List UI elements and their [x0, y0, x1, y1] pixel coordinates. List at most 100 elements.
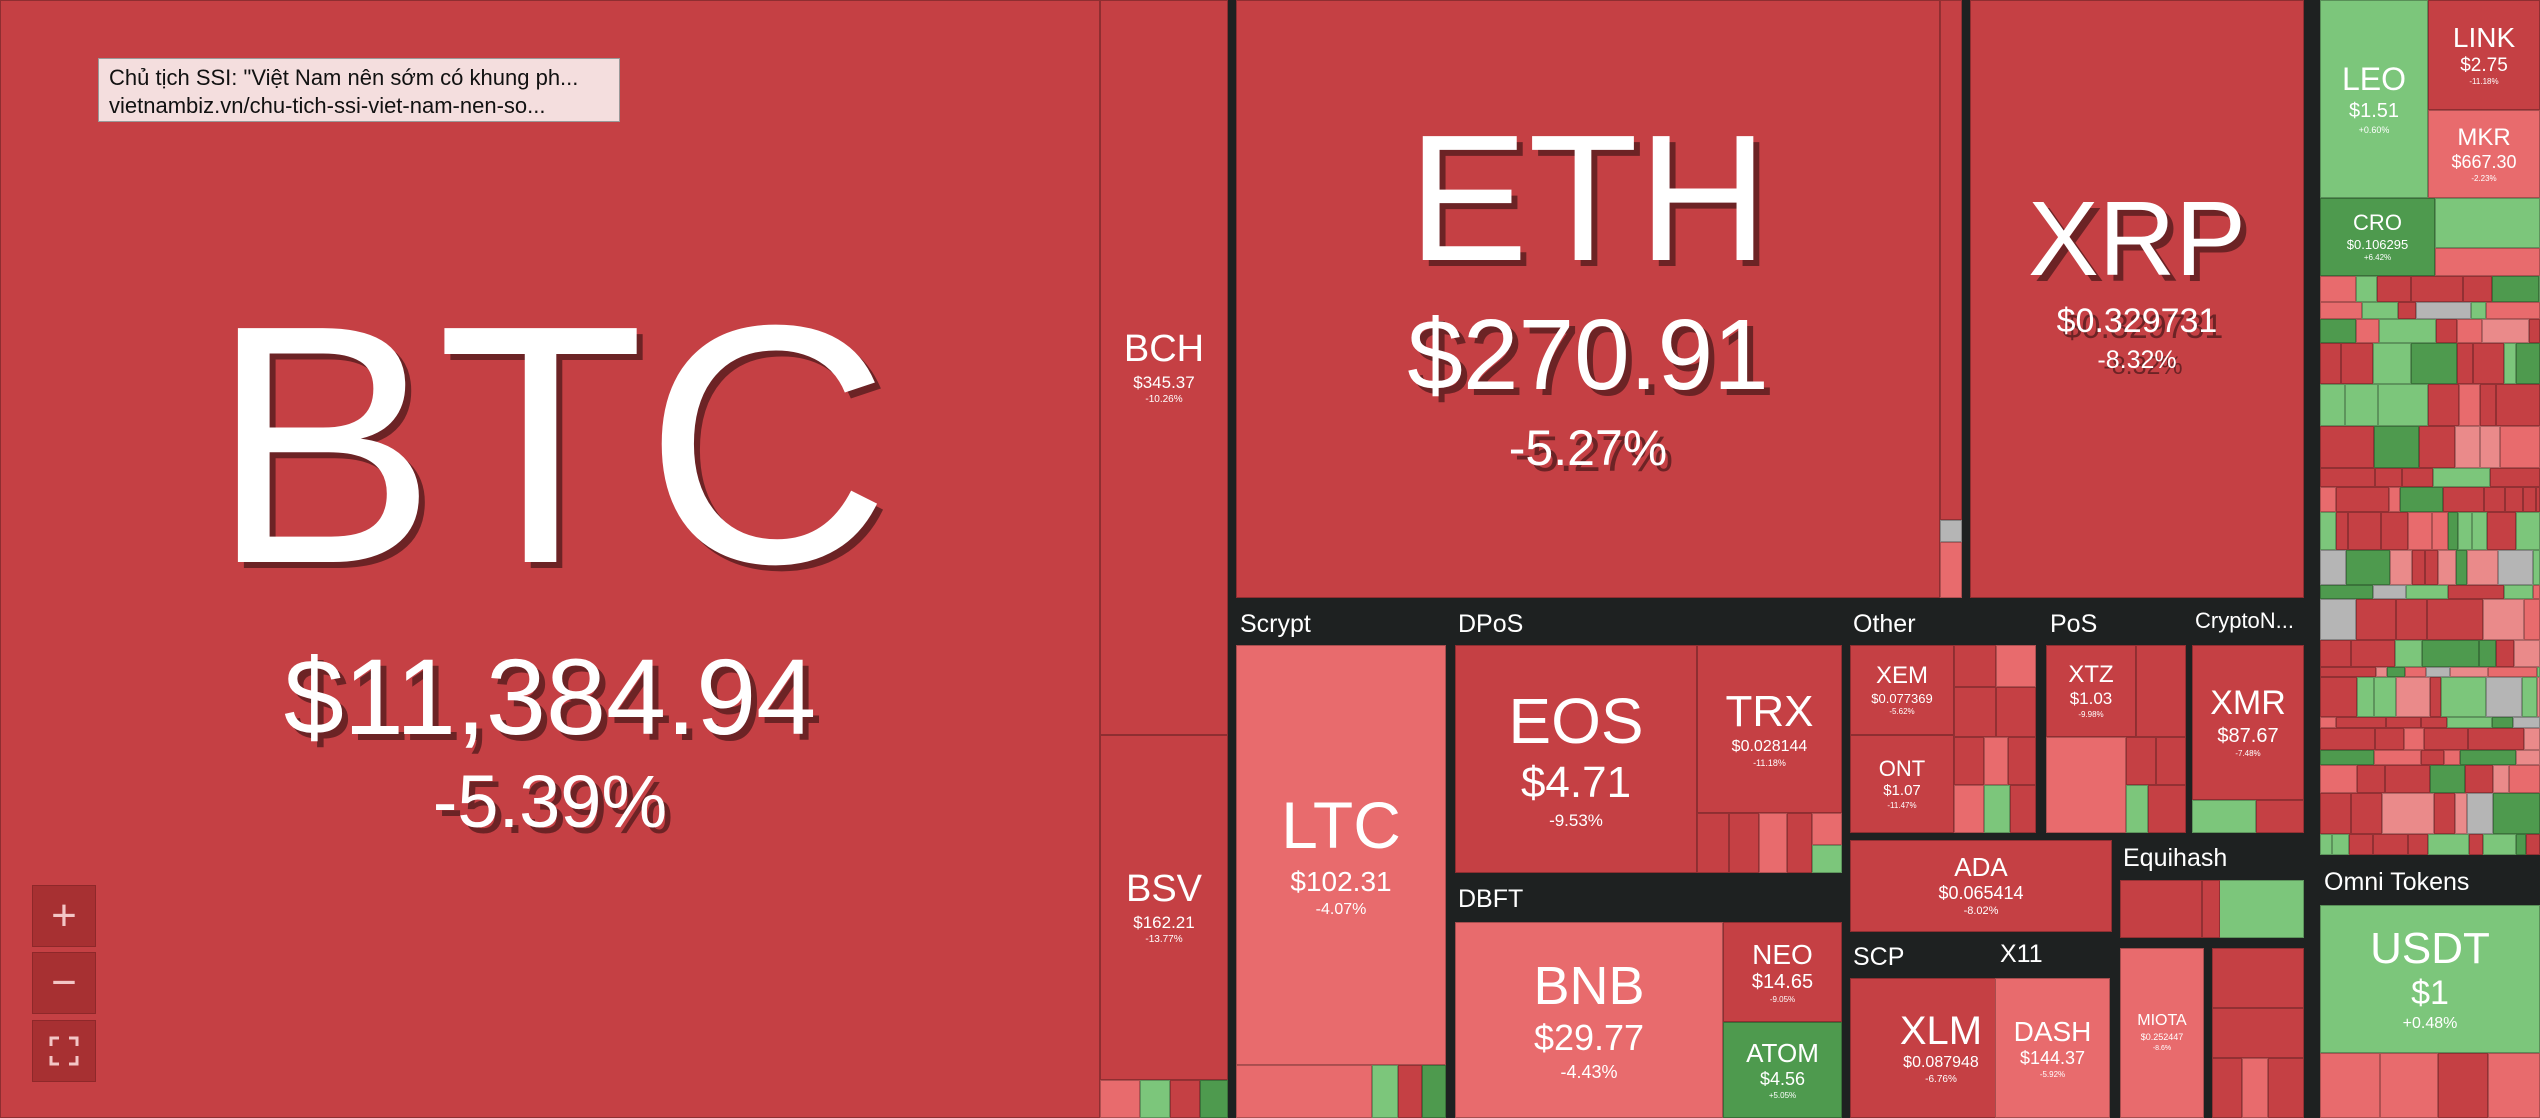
tile-cro[interactable]: CRO $0.106295 +6.42% — [2320, 198, 2435, 276]
small-coin-tile[interactable] — [2416, 302, 2471, 319]
small-coin-tile[interactable] — [2336, 487, 2389, 512]
tile-trx[interactable]: TRX $0.028144 -11.18% — [1697, 645, 1842, 813]
small-coin-tile[interactable] — [2400, 487, 2443, 512]
small-coin-tile[interactable] — [1954, 645, 1996, 687]
small-coin-tile[interactable] — [2513, 717, 2540, 728]
small-coin-tile[interactable] — [2320, 599, 2356, 640]
small-coin-tile[interactable] — [1236, 1065, 1372, 1118]
small-coin-tile[interactable] — [2488, 667, 2537, 677]
small-coin-tile[interactable] — [2422, 640, 2479, 667]
tile-eth[interactable]: ETH $270.91 -5.27% — [1236, 0, 1940, 598]
small-coin-tile[interactable] — [2411, 343, 2457, 384]
small-coin-tile[interactable] — [2212, 948, 2304, 1008]
small-coin-tile[interactable] — [2379, 319, 2436, 343]
small-coin-tile[interactable] — [2320, 793, 2351, 834]
small-coin-tile[interactable] — [2349, 834, 2373, 855]
small-coin-tile[interactable] — [2320, 302, 2362, 319]
small-coin-tile[interactable] — [1984, 785, 2010, 833]
small-coin-tile[interactable] — [2320, 276, 2356, 302]
small-coin-tile[interactable] — [2514, 640, 2540, 667]
small-coin-tile[interactable] — [2406, 585, 2448, 599]
small-coin-tile[interactable] — [2348, 512, 2381, 550]
small-coin-tile[interactable] — [2493, 765, 2509, 793]
small-coin-tile[interactable] — [2448, 585, 2504, 599]
small-coin-tile[interactable] — [2455, 426, 2480, 468]
small-coin-tile[interactable] — [2356, 276, 2377, 302]
small-coin-tile[interactable] — [2212, 1008, 2304, 1058]
small-coin-tile[interactable] — [2428, 384, 2459, 426]
small-coin-tile[interactable] — [2373, 585, 2406, 599]
small-coin-tile[interactable] — [2444, 750, 2460, 765]
small-coin-tile[interactable] — [1954, 785, 1984, 833]
small-coin-tile[interactable] — [2375, 468, 2402, 487]
small-coin-tile[interactable] — [2526, 834, 2540, 855]
small-coin-tile[interactable] — [2320, 384, 2345, 426]
small-coin-tile[interactable] — [2404, 728, 2424, 750]
small-coin-tile[interactable] — [2192, 800, 2256, 833]
tile-ltc[interactable]: LTC $102.31 -4.07% — [1236, 645, 1446, 1065]
small-coin-tile[interactable] — [2516, 512, 2540, 550]
small-coin-tile[interactable] — [2341, 343, 2373, 384]
small-coin-tile[interactable] — [2373, 343, 2411, 384]
small-coin-tile[interactable] — [2202, 880, 2220, 938]
small-coin-tile[interactable] — [2374, 750, 2421, 765]
small-coin-tile[interactable] — [2126, 785, 2148, 833]
small-coin-tile[interactable] — [2460, 750, 2516, 765]
small-coin-tile[interactable] — [2320, 765, 2357, 793]
small-coin-tile[interactable] — [2457, 343, 2473, 384]
small-coin-tile[interactable] — [2136, 645, 2186, 737]
small-coin-tile[interactable] — [2468, 728, 2524, 750]
small-coin-tile[interactable] — [2395, 640, 2422, 667]
small-coin-tile[interactable] — [2320, 728, 2375, 750]
small-coin-tile[interactable] — [2498, 550, 2533, 585]
small-coin-tile[interactable] — [2320, 677, 2357, 717]
tile-usdt[interactable]: USDT $1 +0.48% — [2320, 905, 2540, 1053]
tile-mkr[interactable]: MKR $667.30 -2.23% — [2428, 110, 2540, 198]
small-coin-tile[interactable] — [1787, 813, 1812, 873]
small-coin-tile[interactable] — [2351, 793, 2382, 834]
small-coin-tile[interactable] — [2320, 750, 2374, 765]
small-coin-tile[interactable] — [1100, 1080, 1140, 1118]
tile-xmr[interactable]: XMR $87.67 -7.48% — [2192, 645, 2304, 800]
small-coin-tile[interactable] — [2336, 512, 2348, 550]
small-coin-tile[interactable] — [2516, 343, 2540, 384]
small-coin-tile[interactable] — [2516, 834, 2526, 855]
tile-bch[interactable]: BCH $345.37 -10.26% — [1100, 0, 1228, 735]
small-coin-tile[interactable] — [2432, 512, 2448, 550]
tile-link[interactable]: LINK $2.75 -11.18% — [2428, 0, 2540, 110]
small-coin-tile[interactable] — [2533, 550, 2540, 585]
small-coin-tile[interactable] — [2467, 793, 2493, 834]
small-coin-tile[interactable] — [2320, 319, 2356, 343]
small-coin-tile[interactable] — [1996, 687, 2036, 737]
small-coin-tile[interactable] — [2480, 384, 2496, 426]
small-coin-tile[interactable] — [2320, 512, 2336, 550]
small-coin-tile[interactable] — [2356, 599, 2396, 640]
small-coin-tile[interactable] — [2524, 599, 2540, 640]
small-coin-tile[interactable] — [1954, 687, 1996, 737]
tile-dash[interactable]: DASH $144.37 -5.92% — [1995, 978, 2110, 1118]
small-coin-tile[interactable] — [2320, 717, 2336, 728]
small-coin-tile[interactable] — [2390, 550, 2412, 585]
tile-leo[interactable]: LEO $1.51 +0.60% — [2320, 0, 2428, 198]
small-coin-tile[interactable] — [2320, 468, 2375, 487]
small-coin-tile[interactable] — [2469, 834, 2483, 855]
small-coin-tile[interactable] — [2504, 343, 2516, 384]
small-coin-tile[interactable] — [2320, 834, 2332, 855]
tile-xrp[interactable]: XRP $0.329731 -8.32% — [1970, 0, 2304, 598]
small-coin-tile[interactable] — [2320, 640, 2351, 667]
small-coin-tile[interactable] — [2376, 667, 2387, 677]
small-coin-tile[interactable] — [2382, 793, 2434, 834]
small-coin-tile[interactable] — [2320, 550, 2346, 585]
small-coin-tile[interactable] — [2126, 737, 2156, 785]
small-coin-tile[interactable] — [1940, 0, 1962, 520]
small-coin-tile[interactable] — [2377, 276, 2411, 302]
small-coin-tile[interactable] — [2456, 550, 2467, 585]
small-coin-tile[interactable] — [2408, 512, 2432, 550]
small-coin-tile[interactable] — [2492, 717, 2513, 728]
small-coin-tile[interactable] — [1759, 813, 1787, 873]
small-coin-tile[interactable] — [2426, 667, 2450, 677]
small-coin-tile[interactable] — [2505, 487, 2523, 512]
small-coin-tile[interactable] — [2480, 426, 2500, 468]
small-coin-tile[interactable] — [2345, 384, 2378, 426]
